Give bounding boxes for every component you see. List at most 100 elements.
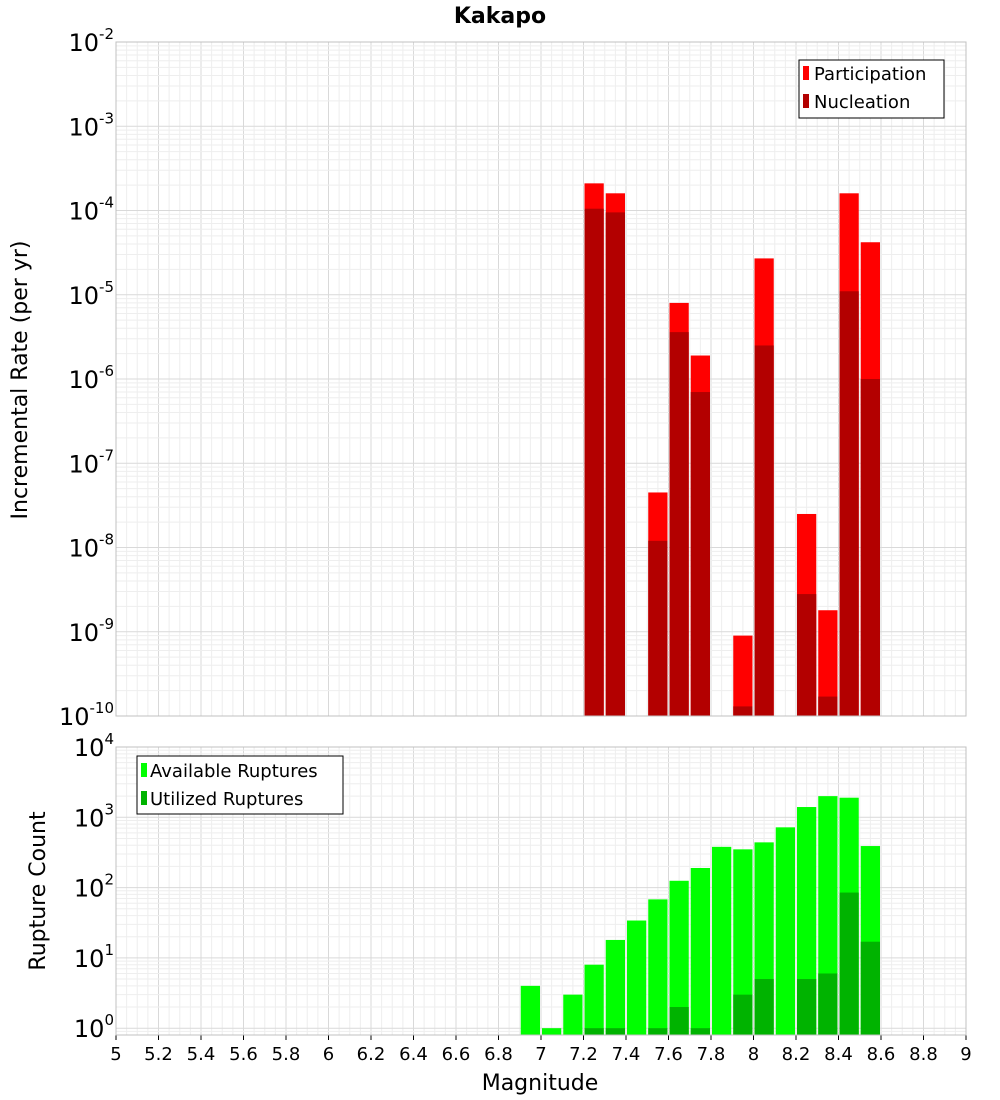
available-ruptures-bar bbox=[584, 964, 604, 1035]
magnitude-x-tick-labels: 5 5.2 5.4 5.6 5.8 6 6.2 6.4 6.6 6.8 7 7.2 7.4 7.6 7.8 8… bbox=[110, 1035, 972, 1065]
utilized-ruptures-bar bbox=[797, 979, 817, 1035]
participation-legend-swatch bbox=[803, 66, 809, 80]
y-tick-label: 10-5 bbox=[68, 278, 114, 310]
utilized-ruptures-bar bbox=[733, 994, 753, 1035]
nucleation-bar bbox=[818, 696, 838, 716]
x-axis-label: Magnitude bbox=[482, 1071, 599, 1096]
rupture-count-panel: 100 101 102 103 104 5 5.2 5.4 5.6 5.8 6 6.2 6.4 6.6 6… bbox=[26, 730, 972, 1096]
available-ruptures-bar bbox=[712, 846, 732, 1035]
rupture-count-y-axis-label: Rupture Count bbox=[26, 811, 51, 971]
available-ruptures-legend-swatch bbox=[141, 763, 147, 777]
utilized-ruptures-bar bbox=[605, 1028, 625, 1035]
y-tick-label: 101 bbox=[74, 941, 114, 973]
available-ruptures-bar bbox=[605, 939, 625, 1035]
utilized-ruptures-bar bbox=[839, 892, 859, 1035]
y-tick-label: 103 bbox=[74, 800, 114, 832]
rate-y-axis-label: Incremental Rate (per yr) bbox=[8, 241, 33, 520]
x-tick-label: 7.4 bbox=[612, 1044, 641, 1065]
available-ruptures-legend-label: Available Ruptures bbox=[150, 761, 318, 782]
x-tick-label: 7.2 bbox=[569, 1044, 598, 1065]
nucleation-bar bbox=[584, 208, 604, 717]
y-tick-label: 102 bbox=[74, 871, 114, 903]
rate-gridlines bbox=[115, 41, 967, 717]
available-ruptures-bar bbox=[627, 920, 647, 1035]
y-tick-label: 10-4 bbox=[68, 194, 114, 226]
x-tick-label: 6.6 bbox=[442, 1044, 471, 1065]
y-tick-label: 10-6 bbox=[68, 362, 114, 394]
nucleation-bar bbox=[648, 540, 668, 716]
available-ruptures-bar bbox=[542, 1028, 562, 1035]
x-tick-label: 8.6 bbox=[867, 1044, 896, 1065]
available-ruptures-bar bbox=[669, 880, 689, 1035]
x-tick-label: 5.6 bbox=[229, 1044, 258, 1065]
rupture-count-plot-border bbox=[115, 746, 967, 1036]
y-tick-label: 10-3 bbox=[68, 109, 114, 141]
x-tick-label: 8.4 bbox=[824, 1044, 853, 1065]
y-tick-label: 10-8 bbox=[68, 531, 114, 563]
available-ruptures-bar bbox=[648, 899, 668, 1035]
x-tick-label: 5 bbox=[110, 1044, 121, 1065]
nucleation-bar bbox=[733, 706, 753, 716]
utilized-ruptures-bar bbox=[669, 1007, 689, 1035]
x-tick-label: 6.4 bbox=[399, 1044, 428, 1065]
y-tick-label: 10-7 bbox=[68, 446, 114, 478]
available-ruptures-bar bbox=[690, 867, 710, 1035]
available-ruptures-bar bbox=[775, 827, 795, 1035]
y-tick-label: 10-9 bbox=[68, 615, 114, 647]
utilized-ruptures-bar bbox=[690, 1028, 710, 1035]
chart-title: Kakapo bbox=[454, 4, 546, 29]
x-tick-label: 8 bbox=[748, 1044, 759, 1065]
y-tick-label: 10-2 bbox=[68, 25, 114, 57]
utilized-ruptures-bar bbox=[584, 1028, 604, 1035]
x-tick-label: 6.8 bbox=[484, 1044, 513, 1065]
utilized-ruptures-bar bbox=[860, 941, 880, 1035]
nucleation-bars bbox=[584, 208, 880, 717]
nucleation-bar bbox=[669, 332, 689, 716]
x-tick-label: 5.8 bbox=[272, 1044, 301, 1065]
x-tick-label: 8.8 bbox=[909, 1044, 938, 1065]
x-tick-label: 7.8 bbox=[697, 1044, 726, 1065]
nucleation-bar bbox=[690, 392, 710, 716]
x-tick-label: 5.4 bbox=[187, 1044, 216, 1065]
x-tick-label: 6 bbox=[323, 1044, 334, 1065]
available-ruptures-bar bbox=[563, 994, 583, 1035]
utilized-ruptures-legend-label: Utilized Ruptures bbox=[150, 789, 303, 810]
rate-y-tick-labels: 10-10 10-9 10-8 10-7 10-6 10-5 10-4 10-3 10-2 bbox=[59, 25, 114, 731]
x-tick-label: 6.2 bbox=[357, 1044, 386, 1065]
rate-legend: Participation Nucleation bbox=[798, 59, 945, 119]
utilized-ruptures-bar bbox=[818, 973, 838, 1035]
nucleation-bar bbox=[860, 379, 880, 716]
nucleation-bar bbox=[754, 345, 774, 716]
utilized-ruptures-bars bbox=[584, 892, 880, 1035]
rate-plot-border bbox=[115, 41, 967, 717]
utilized-ruptures-bar bbox=[754, 979, 774, 1035]
y-tick-label: 104 bbox=[74, 730, 114, 762]
x-tick-label: 5.2 bbox=[144, 1044, 173, 1065]
x-tick-label: 8.2 bbox=[782, 1044, 811, 1065]
available-ruptures-bar bbox=[797, 807, 817, 1035]
nucleation-bar bbox=[839, 291, 859, 716]
utilized-ruptures-bar bbox=[648, 1028, 668, 1035]
nucleation-bar bbox=[797, 594, 817, 716]
nucleation-legend-label: Nucleation bbox=[814, 92, 910, 113]
utilized-ruptures-legend-swatch bbox=[141, 791, 147, 805]
participation-bar bbox=[733, 635, 753, 716]
x-tick-label: 9 bbox=[960, 1044, 971, 1065]
participation-bar bbox=[818, 610, 838, 716]
x-tick-label: 7 bbox=[535, 1044, 546, 1065]
nucleation-bar bbox=[605, 212, 625, 717]
participation-legend-label: Participation bbox=[814, 64, 926, 85]
rupture-count-legend: Available Ruptures Utilized Ruptures bbox=[136, 755, 344, 815]
y-tick-label: 100 bbox=[74, 1011, 114, 1043]
rate-panel: 10-10 10-9 10-8 10-7 10-6 10-5 10-4 10-3 10-2 Ka… bbox=[8, 4, 967, 731]
x-tick-label: 7.6 bbox=[654, 1044, 683, 1065]
rupture-count-legend-box bbox=[136, 755, 344, 815]
available-ruptures-bars bbox=[520, 796, 880, 1035]
available-ruptures-bar bbox=[733, 849, 753, 1035]
rate-legend-box bbox=[798, 59, 945, 119]
rupture-count-y-tick-labels: 100 101 102 103 104 bbox=[74, 730, 114, 1043]
y-tick-label: 10-10 bbox=[59, 699, 114, 731]
available-ruptures-bar bbox=[520, 985, 540, 1035]
